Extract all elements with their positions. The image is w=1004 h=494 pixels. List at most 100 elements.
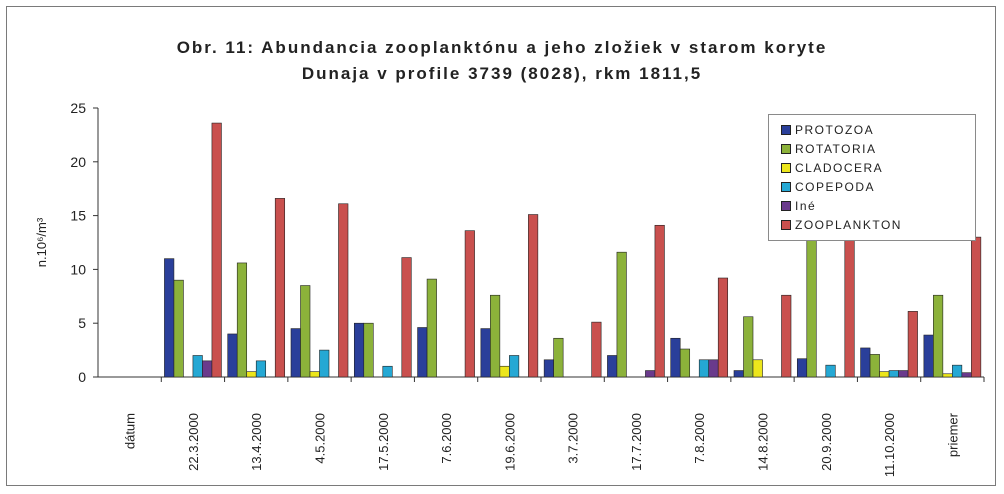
bar-rotatoria — [236, 262, 248, 378]
bar-iné — [708, 359, 719, 378]
x-tick-label: 22.3.2000 — [186, 413, 201, 471]
y-tick-label: 20 — [70, 154, 86, 170]
bar-rotatoria — [616, 251, 627, 378]
legend-item: PROTOZOA — [781, 122, 874, 138]
bar-rotatoria — [806, 226, 817, 378]
x-tick-label: 20.9.2000 — [819, 413, 834, 471]
x-tick-label: priemer — [945, 412, 960, 457]
y-tick-label: 0 — [78, 369, 86, 385]
x-tick-label: 11.10.2000 — [882, 413, 897, 477]
bar-copepoda — [698, 359, 710, 378]
bar-rotatoria — [743, 316, 754, 378]
bar-zooplankton — [971, 236, 982, 378]
legend-label: COPEPODA — [795, 180, 876, 194]
chart-frame — [6, 6, 996, 486]
bar-zooplankton — [781, 294, 792, 378]
bar-iné — [961, 372, 972, 378]
bar-iné — [645, 370, 656, 378]
bar-copepoda — [509, 355, 520, 378]
bar-cladocera — [309, 371, 320, 378]
y-tick-label: 15 — [70, 208, 86, 224]
bar-protozoa — [733, 370, 744, 378]
x-tick-label: dátum — [123, 413, 138, 449]
bar-rotatoria — [553, 337, 564, 378]
legend-item: CLADOCERA — [781, 160, 883, 176]
y-axis-label: n.10⁶/m³ — [34, 217, 49, 267]
y-tick-label: 5 — [78, 315, 86, 331]
chart-legend: PROTOZOA ROTATORIA CLADOCERA COPEPODA Iné ZOO… — [768, 114, 976, 241]
bar-cladocera — [752, 359, 763, 378]
bar-copepoda — [382, 365, 393, 378]
x-tick-label: 4.5.2000 — [313, 413, 328, 464]
bar-cladocera — [879, 371, 890, 378]
chart-title-line2: Dunaja v profile 3739 (8028), rkm 1811,5 — [301, 64, 703, 83]
bar-rotatoria — [426, 278, 437, 378]
bar-protozoa — [670, 337, 681, 378]
bar-zooplankton — [844, 234, 855, 378]
bar-protozoa — [796, 358, 808, 378]
legend-label: Iné — [795, 199, 817, 213]
legend-label: PROTOZOA — [795, 123, 875, 137]
bar-zooplankton — [274, 198, 286, 378]
bar-copepoda — [319, 349, 330, 378]
bar-zooplankton — [401, 257, 412, 378]
bar-copepoda — [952, 364, 963, 378]
legend-swatch — [781, 220, 791, 230]
legend-item: COPEPODA — [781, 179, 875, 195]
bar-zooplankton — [654, 224, 665, 378]
bar-iné — [202, 360, 213, 378]
legend-item: ZOOPLANKTON — [781, 217, 902, 233]
bar-rotatoria — [173, 279, 184, 378]
x-tick-label: 17.7.2000 — [629, 413, 644, 471]
bar-iné — [898, 370, 909, 378]
bar-rotatoria — [300, 285, 311, 378]
legend-item: Iné — [781, 198, 816, 214]
bar-copepoda — [255, 360, 267, 378]
bar-cladocera — [499, 365, 510, 378]
bar-rotatoria — [490, 294, 501, 378]
legend-swatch — [781, 201, 791, 211]
bar-rotatoria — [869, 354, 880, 378]
bar-zooplankton — [211, 122, 222, 378]
bar-copepoda — [825, 364, 836, 378]
bar-protozoa — [923, 334, 934, 378]
legend-label: CLADOCERA — [795, 161, 884, 175]
bar-cladocera — [942, 373, 953, 378]
bar-zooplankton — [907, 311, 918, 378]
bar-zooplankton — [528, 214, 539, 378]
legend-label: ROTATORIA — [795, 142, 877, 156]
bar-protozoa — [860, 347, 871, 378]
bar-protozoa — [164, 258, 175, 378]
legend-swatch — [781, 125, 791, 135]
chart-title-line1: Obr. 11: Abundancia zooplanktónu a jeho … — [176, 38, 828, 57]
legend-label: ZOOPLANKTON — [795, 218, 902, 232]
bar-protozoa — [290, 328, 301, 378]
x-tick-label: 17.5.2000 — [376, 413, 391, 471]
bar-copepoda — [888, 370, 899, 378]
bar-rotatoria — [679, 348, 691, 378]
bar-protozoa — [607, 355, 618, 378]
legend-swatch — [781, 182, 791, 192]
bar-rotatoria — [933, 294, 944, 378]
bar-zooplankton — [591, 321, 602, 378]
bar-copepoda — [192, 355, 203, 378]
bar-protozoa — [543, 359, 554, 378]
legend-item: ROTATORIA — [781, 141, 877, 157]
x-tick-label: 3.7.2000 — [566, 413, 581, 464]
x-tick-label: 7.8.2000 — [692, 413, 707, 464]
y-tick-label: 10 — [70, 261, 86, 277]
legend-swatch — [781, 163, 791, 173]
bar-protozoa — [417, 327, 428, 378]
bar-zooplankton — [338, 203, 349, 378]
x-tick-label: 19.6.2000 — [502, 413, 517, 471]
x-tick-label: 14.8.2000 — [756, 413, 771, 471]
bar-protozoa — [227, 333, 238, 378]
x-tick-label: 13.4.2000 — [249, 413, 264, 471]
bar-rotatoria — [363, 322, 374, 378]
bar-zooplankton — [717, 277, 729, 378]
bar-cladocera — [246, 371, 257, 378]
bar-zooplankton — [464, 230, 475, 378]
bar-protozoa — [480, 328, 491, 378]
y-tick-label: 25 — [70, 100, 86, 116]
